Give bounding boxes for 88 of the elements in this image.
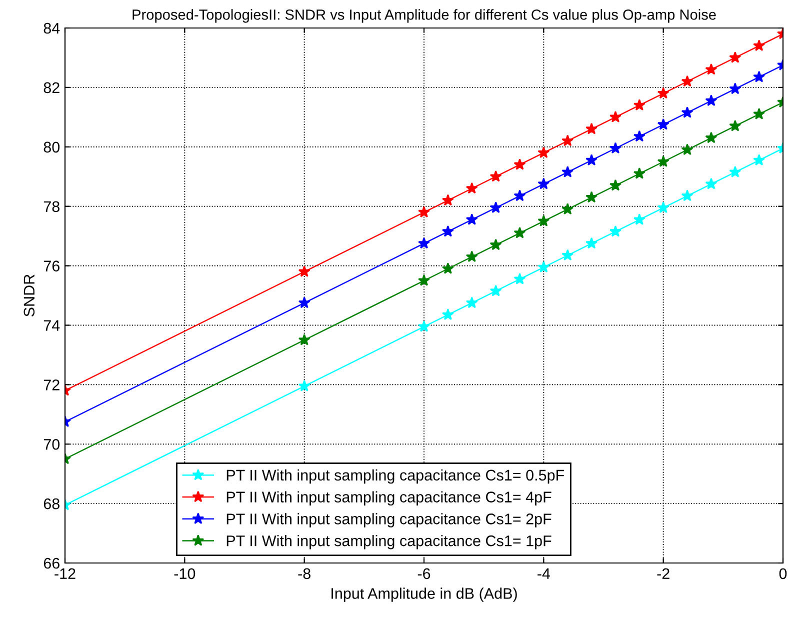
- x-tick-label: -12: [54, 568, 76, 579]
- point: [466, 296, 478, 308]
- point: [562, 249, 574, 261]
- point: [418, 237, 430, 249]
- point: [442, 308, 454, 320]
- point: [586, 237, 598, 249]
- point: [633, 213, 646, 225]
- point: [633, 167, 646, 179]
- point: [514, 226, 526, 238]
- point: [538, 146, 550, 158]
- point: [586, 122, 598, 134]
- point: [538, 261, 550, 272]
- x-tick-label: -2: [657, 568, 670, 579]
- legend-label: PT II With input sampling capacitance Cs1= 4pF: [226, 491, 552, 506]
- point: [633, 99, 646, 110]
- point: [562, 166, 574, 178]
- point: [657, 202, 670, 214]
- legend-label: PT II With input sampling capacitance Cs1= 1pF: [226, 535, 552, 550]
- point: [298, 296, 310, 308]
- point: [490, 202, 502, 214]
- point: [609, 110, 622, 122]
- point: [490, 170, 502, 182]
- point: [298, 380, 310, 392]
- point: [753, 108, 766, 120]
- point: [418, 274, 430, 286]
- point: [514, 158, 526, 170]
- point: [729, 120, 742, 132]
- point: [753, 154, 766, 166]
- point: [753, 70, 766, 82]
- x-tick-label: 0: [779, 568, 787, 580]
- point: [562, 203, 574, 214]
- point: [442, 225, 454, 237]
- point: [298, 334, 310, 346]
- point: [442, 262, 454, 274]
- point: [490, 238, 502, 250]
- y-tick-label: 66: [44, 558, 60, 569]
- point: [538, 214, 550, 226]
- x-tick-label: -4: [538, 568, 550, 579]
- x-tick-label: -10: [174, 568, 196, 580]
- y-axis-title: SNDR: [24, 274, 35, 316]
- point: [705, 178, 718, 190]
- legend-label: PT II With input sampling capacitance Cs1= 0.5pF: [226, 469, 564, 484]
- point: [514, 190, 526, 202]
- point: [609, 179, 622, 191]
- point: [705, 94, 718, 106]
- point: [490, 284, 502, 296]
- point: [514, 272, 526, 284]
- x-tick-label: -8: [298, 568, 310, 580]
- point: [418, 320, 430, 332]
- point: [681, 190, 694, 202]
- x-axis-title: Input Amplitude in dB (AdB): [332, 588, 517, 602]
- chart-title: Proposed-TopologiesII: SNDR vs Input Amplitude for different Cs value plus Op-amp Noise: [132, 9, 716, 23]
- point: [418, 206, 430, 218]
- y-tick-label: 84: [44, 22, 60, 34]
- point: [705, 63, 718, 75]
- point: [466, 182, 478, 194]
- y-tick-label: 80: [44, 142, 60, 153]
- y-tick-label: 70: [44, 438, 60, 450]
- point: [681, 106, 694, 118]
- point: [657, 156, 670, 167]
- x-tick-label: -6: [418, 568, 430, 580]
- point: [729, 51, 742, 63]
- y-tick-label: 68: [44, 498, 60, 510]
- legend-label: PT II With input sampling capacitance Cs1= 2pF: [226, 513, 552, 528]
- point: [442, 194, 454, 206]
- point: [609, 225, 622, 237]
- point: [609, 142, 622, 154]
- point: [633, 130, 646, 142]
- point: [586, 191, 598, 203]
- point: [729, 82, 742, 94]
- point: [586, 154, 598, 166]
- y-tick-label: 76: [44, 260, 60, 272]
- point: [729, 166, 742, 178]
- point: [753, 40, 766, 52]
- point: [538, 178, 550, 190]
- point: [562, 134, 574, 146]
- point: [657, 87, 670, 99]
- point: [466, 250, 478, 262]
- y-tick-label: 82: [44, 82, 60, 94]
- y-tick-label: 72: [44, 380, 60, 390]
- point: [681, 144, 694, 156]
- point: [705, 132, 718, 144]
- y-tick-label: 78: [44, 201, 60, 212]
- y-tick-label: 74: [44, 320, 60, 331]
- point: [657, 118, 670, 130]
- point: [466, 213, 478, 225]
- point: [681, 75, 694, 87]
- point: [298, 265, 310, 277]
